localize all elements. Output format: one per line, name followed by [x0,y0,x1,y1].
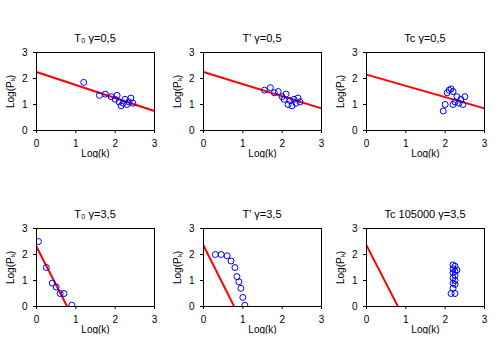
svg-text:2: 2 [22,73,28,84]
svg-text:0: 0 [189,301,195,312]
svg-text:3: 3 [189,48,195,58]
svg-text:1: 1 [352,99,358,110]
svg-text:3: 3 [352,224,358,234]
svg-text:1: 1 [73,138,79,149]
svg-text:0: 0 [189,125,195,136]
svg-text:3: 3 [152,314,158,325]
svg-text:1: 1 [189,99,195,110]
svg-text:2: 2 [279,314,285,325]
svg-text:1: 1 [189,275,195,286]
svg-text:2: 2 [189,249,195,260]
svg-text:Log(k): Log(k) [411,324,439,335]
svg-text:0: 0 [201,314,207,325]
svg-text:1: 1 [22,99,28,110]
svg-text:2: 2 [189,73,195,84]
svg-text:2: 2 [279,138,285,149]
svg-text:0: 0 [352,125,358,136]
svg-text:Log(k): Log(k) [248,324,276,335]
svg-text:3: 3 [22,48,28,58]
html-text:T' γ=3,5: T' γ=3,5 [242,208,282,220]
html-text:T' γ=0,5: T' γ=0,5 [242,32,282,44]
html-text:Tc γ=0,5: Tc γ=0,5 [404,32,446,44]
html-text:Tc 105000 γ=3,5: Tc 105000 γ=3,5 [384,208,466,220]
svg-text:3: 3 [482,314,488,325]
svg-text:2: 2 [112,138,118,149]
svg-text:1: 1 [403,138,409,149]
html-text:T₀ γ=0,5: T₀ γ=0,5 [74,32,116,44]
svg-text:0: 0 [364,138,370,149]
svg-text:2: 2 [352,249,358,260]
svg-text:Log(Pₖ): Log(Pₖ) [5,251,16,284]
svg-text:Log(Pₖ): Log(Pₖ) [5,75,16,108]
svg-text:3: 3 [189,224,195,234]
svg-text:1: 1 [73,314,79,325]
html-text:T₀ γ=3,5: T₀ γ=3,5 [74,208,116,220]
svg-text:Log(k): Log(k) [81,324,109,335]
svg-text:2: 2 [442,314,448,325]
svg-text:0: 0 [22,125,28,136]
svg-text:1: 1 [352,275,358,286]
svg-text:0: 0 [22,301,28,312]
svg-text:3: 3 [152,138,158,149]
svg-text:3: 3 [319,138,325,149]
svg-text:Log(k): Log(k) [81,148,109,159]
svg-text:0: 0 [34,314,40,325]
svg-text:1: 1 [240,314,246,325]
svg-text:Log(k): Log(k) [248,148,276,159]
svg-text:3: 3 [482,138,488,149]
svg-text:0: 0 [352,301,358,312]
svg-text:2: 2 [112,314,118,325]
svg-text:Log(Pₖ): Log(Pₖ) [335,251,346,284]
svg-text:1: 1 [240,138,246,149]
svg-text:0: 0 [201,138,207,149]
svg-text:1: 1 [403,314,409,325]
svg-text:3: 3 [352,48,358,58]
svg-text:3: 3 [22,224,28,234]
svg-text:2: 2 [442,138,448,149]
svg-text:0: 0 [364,314,370,325]
svg-text:Log(Pₖ): Log(Pₖ) [172,251,183,284]
svg-text:2: 2 [22,249,28,260]
svg-text:3: 3 [319,314,325,325]
svg-text:Log(Pₖ): Log(Pₖ) [172,75,183,108]
svg-text:0: 0 [34,138,40,149]
svg-text:Log(Pₖ): Log(Pₖ) [335,75,346,108]
svg-text:1: 1 [22,275,28,286]
svg-text:2: 2 [352,73,358,84]
svg-text:Log(k): Log(k) [411,148,439,159]
